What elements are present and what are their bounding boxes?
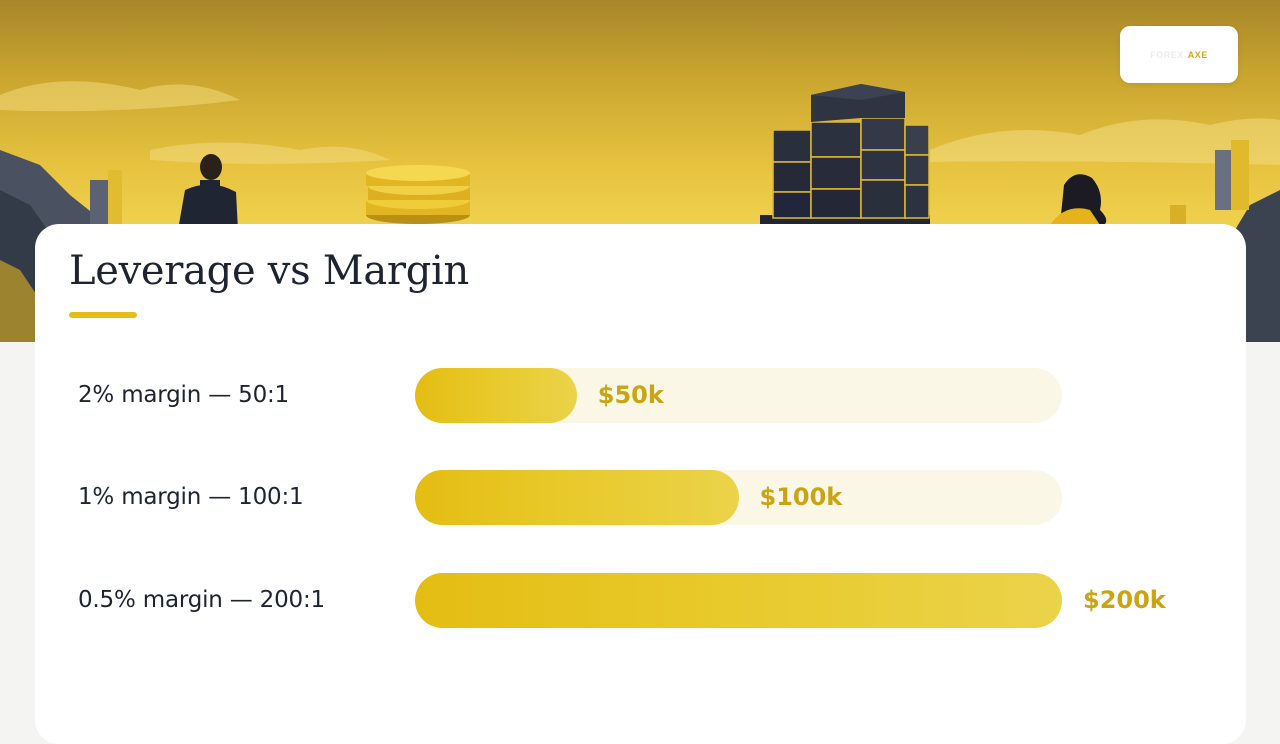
chart-card: Leverage vs Margin 2% margin — 50:1 $50k 1…: [35, 224, 1246, 744]
logo-text-faded: FOREX: [1150, 49, 1184, 60]
bar-value-label: $100k: [759, 483, 843, 511]
bar-value-label: $200k: [1083, 586, 1166, 614]
bar-row: 0.5% margin — 200:1 $200k: [35, 573, 1246, 628]
bar-fill: [415, 470, 739, 525]
bar-row: 1% margin — 100:1 $100k: [35, 470, 1246, 525]
title-underline: [69, 312, 137, 318]
chart-title: Leverage vs Margin: [69, 248, 469, 294]
bar-fill: [415, 573, 1062, 628]
bar-row: 2% margin — 50:1 $50k: [35, 368, 1246, 423]
bar-value-label: $50k: [597, 381, 664, 409]
bar-category-label: 0.5% margin — 200:1: [78, 587, 325, 613]
brand-logo[interactable]: FOREX AXE: [1120, 26, 1238, 83]
cube-stack: [760, 84, 930, 225]
coin-stack: [366, 165, 470, 224]
bar-fill: [415, 368, 577, 423]
bar-category-label: 2% margin — 50:1: [78, 382, 289, 408]
logo-text-accent: AXE: [1187, 49, 1208, 60]
bar-category-label: 1% margin — 100:1: [78, 484, 304, 510]
